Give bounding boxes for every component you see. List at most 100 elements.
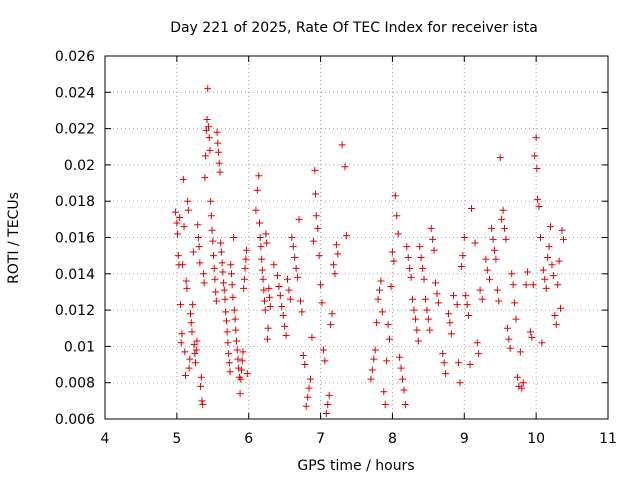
data-point — [177, 339, 185, 347]
data-point — [181, 371, 189, 379]
data-point — [555, 257, 563, 265]
data-point — [179, 175, 187, 183]
data-point — [217, 248, 225, 256]
data-point — [549, 272, 557, 280]
data-point — [222, 317, 230, 325]
data-points — [171, 85, 567, 418]
data-point — [281, 322, 289, 330]
data-point — [498, 215, 506, 223]
data-point — [407, 273, 415, 281]
data-point — [531, 152, 539, 160]
data-point — [224, 339, 232, 347]
data-point — [444, 310, 452, 318]
data-point — [463, 301, 471, 309]
data-point — [406, 264, 414, 272]
data-point — [393, 212, 401, 220]
data-point — [189, 248, 197, 256]
data-point — [413, 326, 421, 334]
data-point — [434, 299, 442, 307]
data-point — [331, 270, 339, 278]
data-point — [289, 243, 297, 251]
data-point — [233, 346, 241, 354]
data-point — [183, 284, 191, 292]
data-point — [215, 159, 223, 167]
data-point — [187, 319, 195, 327]
data-point — [536, 234, 544, 241]
y-axis-label: ROTI / TECUs — [6, 192, 22, 284]
x-tick-label: 8 — [388, 431, 397, 447]
data-point — [450, 292, 458, 300]
data-point — [522, 281, 530, 289]
data-point — [476, 286, 484, 294]
data-point — [478, 295, 486, 303]
data-point — [529, 281, 537, 289]
data-point — [501, 224, 509, 232]
data-point — [230, 234, 238, 241]
data-point — [386, 335, 394, 343]
data-point — [205, 134, 213, 142]
data-point — [285, 286, 293, 294]
data-point — [214, 139, 222, 147]
data-point — [253, 186, 261, 194]
data-point — [538, 339, 546, 347]
y-tick-label: 0.022 — [55, 122, 95, 138]
data-point — [404, 253, 412, 261]
data-point — [192, 346, 200, 354]
data-point — [410, 306, 418, 314]
data-point — [260, 286, 268, 294]
data-point — [276, 292, 284, 300]
data-point — [401, 400, 409, 408]
data-point — [223, 328, 231, 336]
data-point — [421, 295, 429, 303]
data-point — [210, 264, 218, 272]
data-point — [559, 235, 567, 243]
data-point — [202, 152, 210, 160]
data-point — [212, 288, 220, 296]
data-point — [242, 255, 250, 263]
data-point — [447, 330, 455, 338]
data-point — [171, 208, 179, 216]
data-point — [263, 239, 271, 247]
data-point — [243, 370, 251, 378]
data-point — [400, 386, 408, 394]
data-point — [225, 350, 233, 358]
y-axis: 0.006 0.008 0.01 0.012 0.014 0.016 0.018 0.02 0.… — [55, 49, 608, 428]
data-point — [178, 330, 186, 338]
data-point — [312, 190, 320, 198]
data-point — [420, 275, 428, 283]
data-point — [207, 197, 215, 205]
data-point — [218, 259, 226, 267]
data-point — [483, 266, 491, 274]
data-point — [227, 270, 235, 278]
data-point — [467, 204, 475, 212]
data-point — [492, 255, 500, 263]
data-point — [526, 328, 534, 336]
data-point — [262, 230, 270, 238]
data-point — [292, 264, 300, 272]
data-point — [237, 375, 245, 383]
data-point — [388, 248, 396, 256]
data-point — [432, 279, 440, 287]
data-point — [312, 212, 320, 220]
data-point — [210, 252, 218, 260]
data-point — [414, 337, 422, 345]
data-point — [207, 212, 215, 220]
data-point — [390, 257, 398, 265]
data-point — [367, 375, 375, 383]
y-tick-label: 0.01 — [64, 339, 95, 355]
data-point — [325, 391, 333, 399]
data-point — [302, 402, 310, 410]
data-point — [319, 346, 327, 354]
data-point — [394, 230, 402, 238]
data-point — [433, 290, 441, 298]
y-tick-label: 0.026 — [55, 49, 95, 65]
data-point — [375, 286, 383, 294]
data-point — [398, 375, 406, 383]
data-point — [197, 373, 205, 381]
data-point — [291, 253, 299, 261]
data-point — [554, 281, 562, 289]
data-point — [373, 319, 381, 327]
data-point — [508, 270, 516, 278]
data-point — [403, 243, 411, 251]
